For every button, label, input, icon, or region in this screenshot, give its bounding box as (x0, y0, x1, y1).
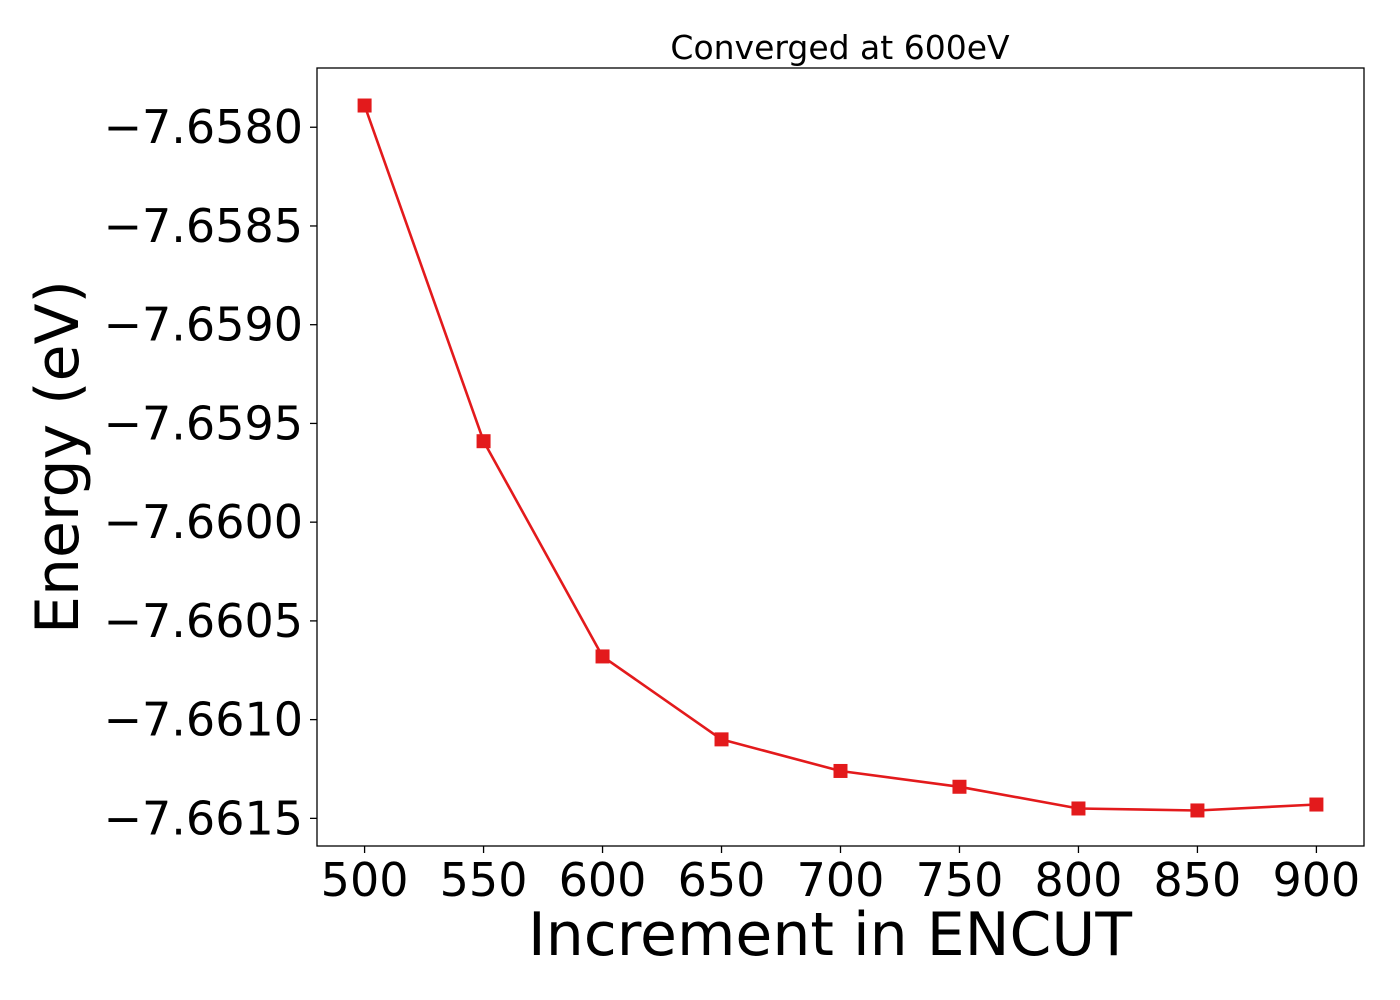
data-point-marker (1309, 797, 1324, 812)
x-tick-label: 550 (440, 853, 528, 907)
x-axis-ticks: 500 550 600 650 700 750 800 850 900 (321, 846, 1361, 907)
data-point-marker (357, 98, 372, 113)
y-tick-label: −7.6595 (104, 396, 304, 450)
x-tick-label: 600 (559, 853, 647, 907)
data-point-marker (476, 434, 491, 449)
x-tick-label: 750 (916, 853, 1004, 907)
y-tick-label: −7.6585 (104, 199, 304, 253)
data-point-marker (714, 732, 729, 747)
x-tick-label: 900 (1273, 853, 1361, 907)
data-point-marker (1190, 803, 1205, 818)
y-tick-label: −7.6580 (104, 100, 304, 154)
x-tick-label: 850 (1154, 853, 1242, 907)
data-point-marker (595, 649, 610, 664)
y-tick-label: −7.6615 (104, 791, 304, 845)
x-tick-label: 800 (1035, 853, 1123, 907)
x-tick-label: 500 (321, 853, 409, 907)
x-tick-label: 650 (678, 853, 766, 907)
x-axis-label: Increment in ENCUT (528, 900, 1132, 970)
chart-title: Converged at 600eV (670, 28, 1010, 67)
data-series-layer (357, 98, 1324, 818)
x-tick-label: 700 (797, 853, 885, 907)
y-tick-label: −7.6590 (104, 298, 304, 352)
y-axis-ticks: −7.6580 −7.6585 −7.6590 −7.6595 −7.6600 −7.66… (104, 100, 317, 845)
data-point-marker (952, 779, 967, 794)
data-point-marker (1071, 801, 1086, 816)
y-tick-label: −7.6600 (104, 495, 304, 549)
y-axis-label: Energy (eV) (23, 280, 93, 634)
y-tick-label: −7.6605 (104, 594, 304, 648)
data-point-marker (833, 763, 848, 778)
y-tick-label: −7.6610 (104, 693, 304, 747)
